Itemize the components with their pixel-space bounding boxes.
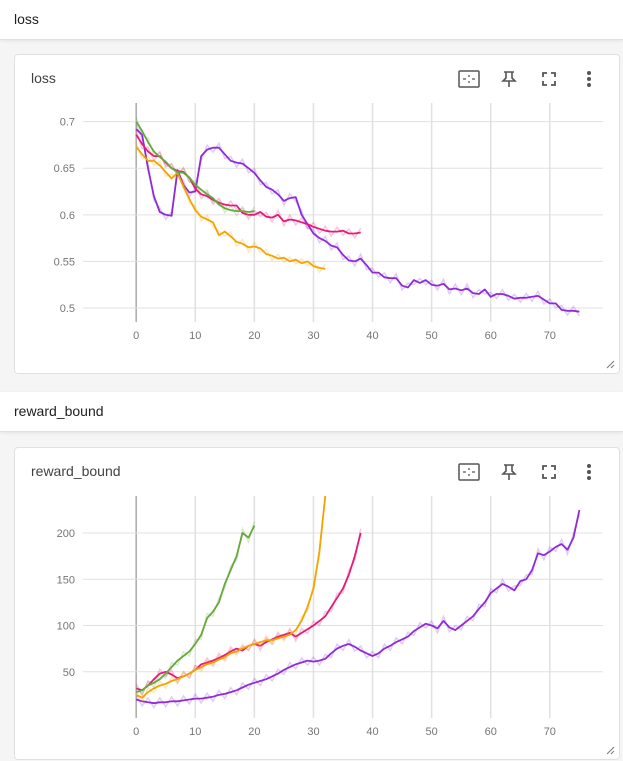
y-tick-label: 0.65 — [54, 163, 75, 175]
series-group — [135, 496, 581, 710]
x-tick-label: 40 — [366, 726, 378, 738]
x-tick-label: 70 — [544, 330, 556, 342]
card-title: reward_bound — [31, 463, 121, 479]
chart-card-reward-bound: reward_bound 0 10 20 30 40 50 60 70 50 100 150 200 — [14, 447, 620, 760]
reward-bound-plot[interactable]: 0 10 20 30 40 50 60 70 50 100 150 200 — [15, 448, 621, 761]
fullscreen-icon — [542, 72, 556, 86]
series-line — [135, 496, 327, 699]
fullscreen-icon — [542, 465, 556, 479]
pin-button[interactable] — [489, 458, 529, 486]
series-raw-line — [135, 117, 256, 218]
card-title: loss — [31, 70, 56, 86]
x-tick-label: 30 — [307, 330, 319, 342]
y-tick-label: 100 — [57, 621, 75, 633]
x-tick-label: 20 — [248, 726, 260, 738]
x-tick-label: 50 — [426, 726, 438, 738]
series-line — [135, 525, 256, 693]
series-raw-line — [135, 142, 326, 274]
x-tick-label: 10 — [189, 726, 201, 738]
card-toolbar — [449, 65, 609, 93]
x-tick-label: 20 — [248, 330, 260, 342]
y-tick-label: 150 — [57, 574, 75, 586]
x-tick-label: 70 — [544, 726, 556, 738]
series-group — [135, 117, 581, 317]
x-tick-label: 30 — [307, 726, 319, 738]
y-tick-label: 0.7 — [60, 117, 75, 129]
x-tick-label: 40 — [366, 330, 378, 342]
x-tick-label: 10 — [189, 330, 201, 342]
y-tick-label: 0.55 — [54, 256, 75, 268]
series-line — [135, 121, 255, 213]
series-line — [135, 128, 580, 313]
x-tick-label: 0 — [133, 330, 139, 342]
pin-button[interactable] — [489, 65, 529, 93]
x-tick-label: 0 — [133, 726, 139, 738]
grid-lines — [83, 496, 603, 718]
fit-domain-button[interactable] — [449, 65, 489, 93]
fit-domain-icon — [458, 70, 480, 88]
x-tick-label: 60 — [485, 726, 497, 738]
y-tick-label: 0.6 — [60, 210, 75, 222]
series-raw-line — [135, 528, 362, 697]
series-line — [135, 146, 326, 270]
pin-icon — [501, 71, 517, 87]
section-title: reward_bound — [14, 403, 104, 419]
more-options-button[interactable] — [569, 458, 609, 486]
pin-icon — [501, 464, 517, 480]
y-tick-label: 0.5 — [60, 303, 75, 315]
resize-handle-icon[interactable] — [606, 746, 615, 755]
x-tick-label: 60 — [485, 330, 497, 342]
x-tick-label: 50 — [426, 330, 438, 342]
series-line — [135, 509, 581, 705]
section-header-loss[interactable]: loss — [0, 0, 623, 40]
y-tick-label: 200 — [57, 528, 75, 540]
fullscreen-button[interactable] — [529, 65, 569, 93]
loss-plot[interactable]: 0 10 20 30 40 50 60 70 0.5 0.55 0.6 0.65 0.7 — [15, 55, 621, 375]
more-vert-icon — [587, 464, 591, 480]
series-raw-line — [135, 496, 326, 704]
grid-lines — [83, 103, 603, 322]
fit-domain-icon — [458, 463, 480, 481]
chart-card-loss: loss 0 10 20 30 40 50 60 70 0.5 0.55 0.6 0.65 0.7 — [14, 54, 620, 374]
more-vert-icon — [587, 71, 591, 87]
fit-domain-button[interactable] — [449, 458, 489, 486]
series-raw-line — [135, 130, 362, 240]
section-title: loss — [14, 11, 39, 27]
y-tick-label: 50 — [63, 667, 75, 679]
section-header-reward-bound[interactable]: reward_bound — [0, 392, 623, 432]
fullscreen-button[interactable] — [529, 458, 569, 486]
resize-handle-icon[interactable] — [606, 360, 615, 369]
card-toolbar — [449, 458, 609, 486]
more-options-button[interactable] — [569, 65, 609, 93]
